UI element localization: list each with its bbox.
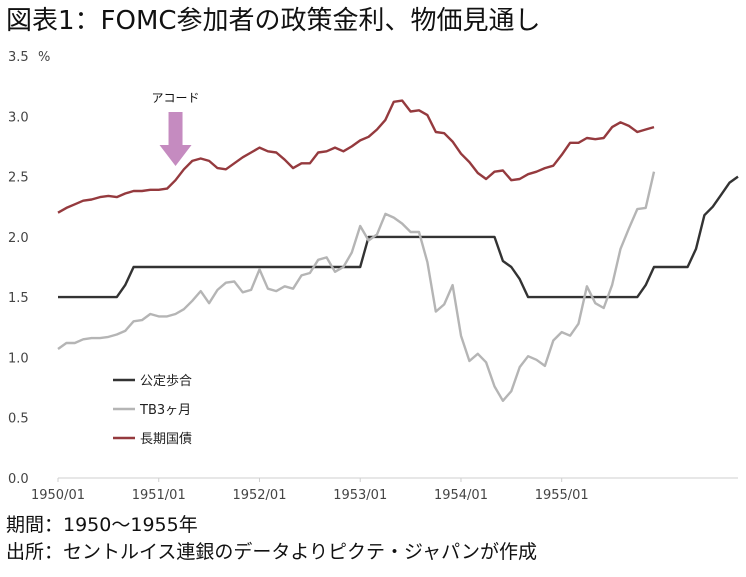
line-chart: 0.0 0.5 1.0 1.5 2.0 2.5 3.0 3.5% 1950/01 1951/01… xyxy=(8,50,739,503)
y-unit-label: % xyxy=(38,50,50,65)
accord-arrow-head xyxy=(159,145,192,166)
series-line-2 xyxy=(57,171,656,402)
x-tick-label: 1951/01 xyxy=(132,488,186,503)
x-tick-label: 1952/01 xyxy=(232,488,286,503)
y-tick-label: 3.5 xyxy=(8,50,29,65)
y-tick-label: 1.0 xyxy=(8,351,29,366)
x-axis: 1950/01 1951/01 1952/01 1953/01 1954/01 1955/… xyxy=(31,477,738,503)
series-lines xyxy=(57,99,739,402)
legend-label: TB3ヶ月 xyxy=(139,403,191,418)
y-tick-label: 1.5 xyxy=(8,291,29,306)
accord-annotation: アコード xyxy=(152,91,200,166)
y-tick-label: 2.5 xyxy=(8,171,29,186)
x-tick-label: 1950/01 xyxy=(31,488,85,503)
series-line-3 xyxy=(57,99,655,214)
accord-arrow-shaft xyxy=(168,112,183,145)
chart-title: 図表1：FOMC参加者の政策金利、物価見通し xyxy=(6,6,541,36)
period-caption: 期間：1950～1955年 xyxy=(6,514,198,536)
y-tick-label: 3.0 xyxy=(8,110,29,125)
y-tick-label: 0.0 xyxy=(8,472,29,487)
x-tick-label: 1954/01 xyxy=(434,488,488,503)
y-tick-label: 2.0 xyxy=(8,231,29,246)
legend-label: 公定歩合 xyxy=(140,374,192,389)
legend-label: 長期国債 xyxy=(140,432,192,447)
series-line-1 xyxy=(58,175,739,299)
x-tick-label: 1955/01 xyxy=(535,488,589,503)
x-tick-label: 1953/01 xyxy=(333,488,387,503)
y-tick-label: 0.5 xyxy=(8,412,29,427)
y-axis: 0.0 0.5 1.0 1.5 2.0 2.5 3.0 3.5% xyxy=(8,50,50,487)
accord-label: アコード xyxy=(152,91,200,105)
source-caption: 出所：セントルイス連銀のデータよりピクテ・ジャパンが作成 xyxy=(6,541,538,563)
